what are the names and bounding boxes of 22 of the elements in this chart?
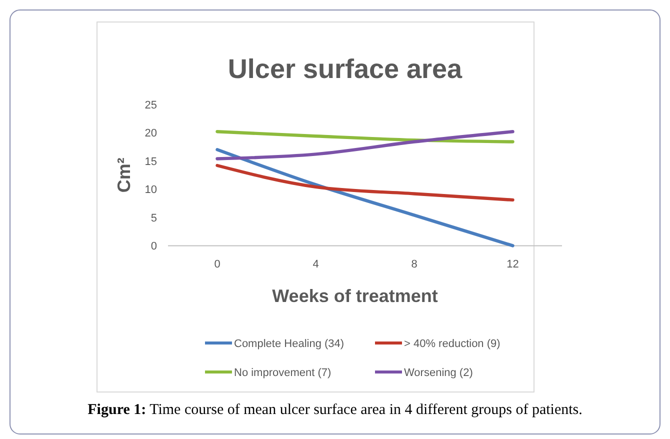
x-tick-label: 4 xyxy=(312,258,319,271)
y-tick-label: 25 xyxy=(144,99,157,112)
y-axis-title: Cm² xyxy=(114,158,134,193)
y-tick-label: 15 xyxy=(144,156,157,168)
chart-title: Ulcer surface area xyxy=(228,54,464,84)
x-tick-label: 8 xyxy=(411,258,418,271)
y-tick-label: 0 xyxy=(150,240,157,253)
legend-label: Complete Healing (34) xyxy=(234,338,344,350)
line-series xyxy=(216,164,514,202)
line-series xyxy=(216,130,514,144)
legend-label: Worsening (2) xyxy=(404,366,473,379)
x-tick-label: 0 xyxy=(214,258,220,271)
caption: Figure 1: Time course of mean ulcer surface area in 4 different groups of patients. xyxy=(88,402,582,418)
y-tick-label: 10 xyxy=(144,184,157,196)
y-tick-label: 5 xyxy=(150,212,157,224)
x-axis-title: Weeks of treatment xyxy=(272,286,438,306)
legend-label: > 40% reduction (9) xyxy=(404,338,500,350)
line-series xyxy=(216,148,514,248)
y-tick-label: 20 xyxy=(144,128,157,140)
line-series xyxy=(216,130,514,160)
x-tick-label: 12 xyxy=(506,258,519,271)
legend-label: No improvement (7) xyxy=(234,366,332,379)
